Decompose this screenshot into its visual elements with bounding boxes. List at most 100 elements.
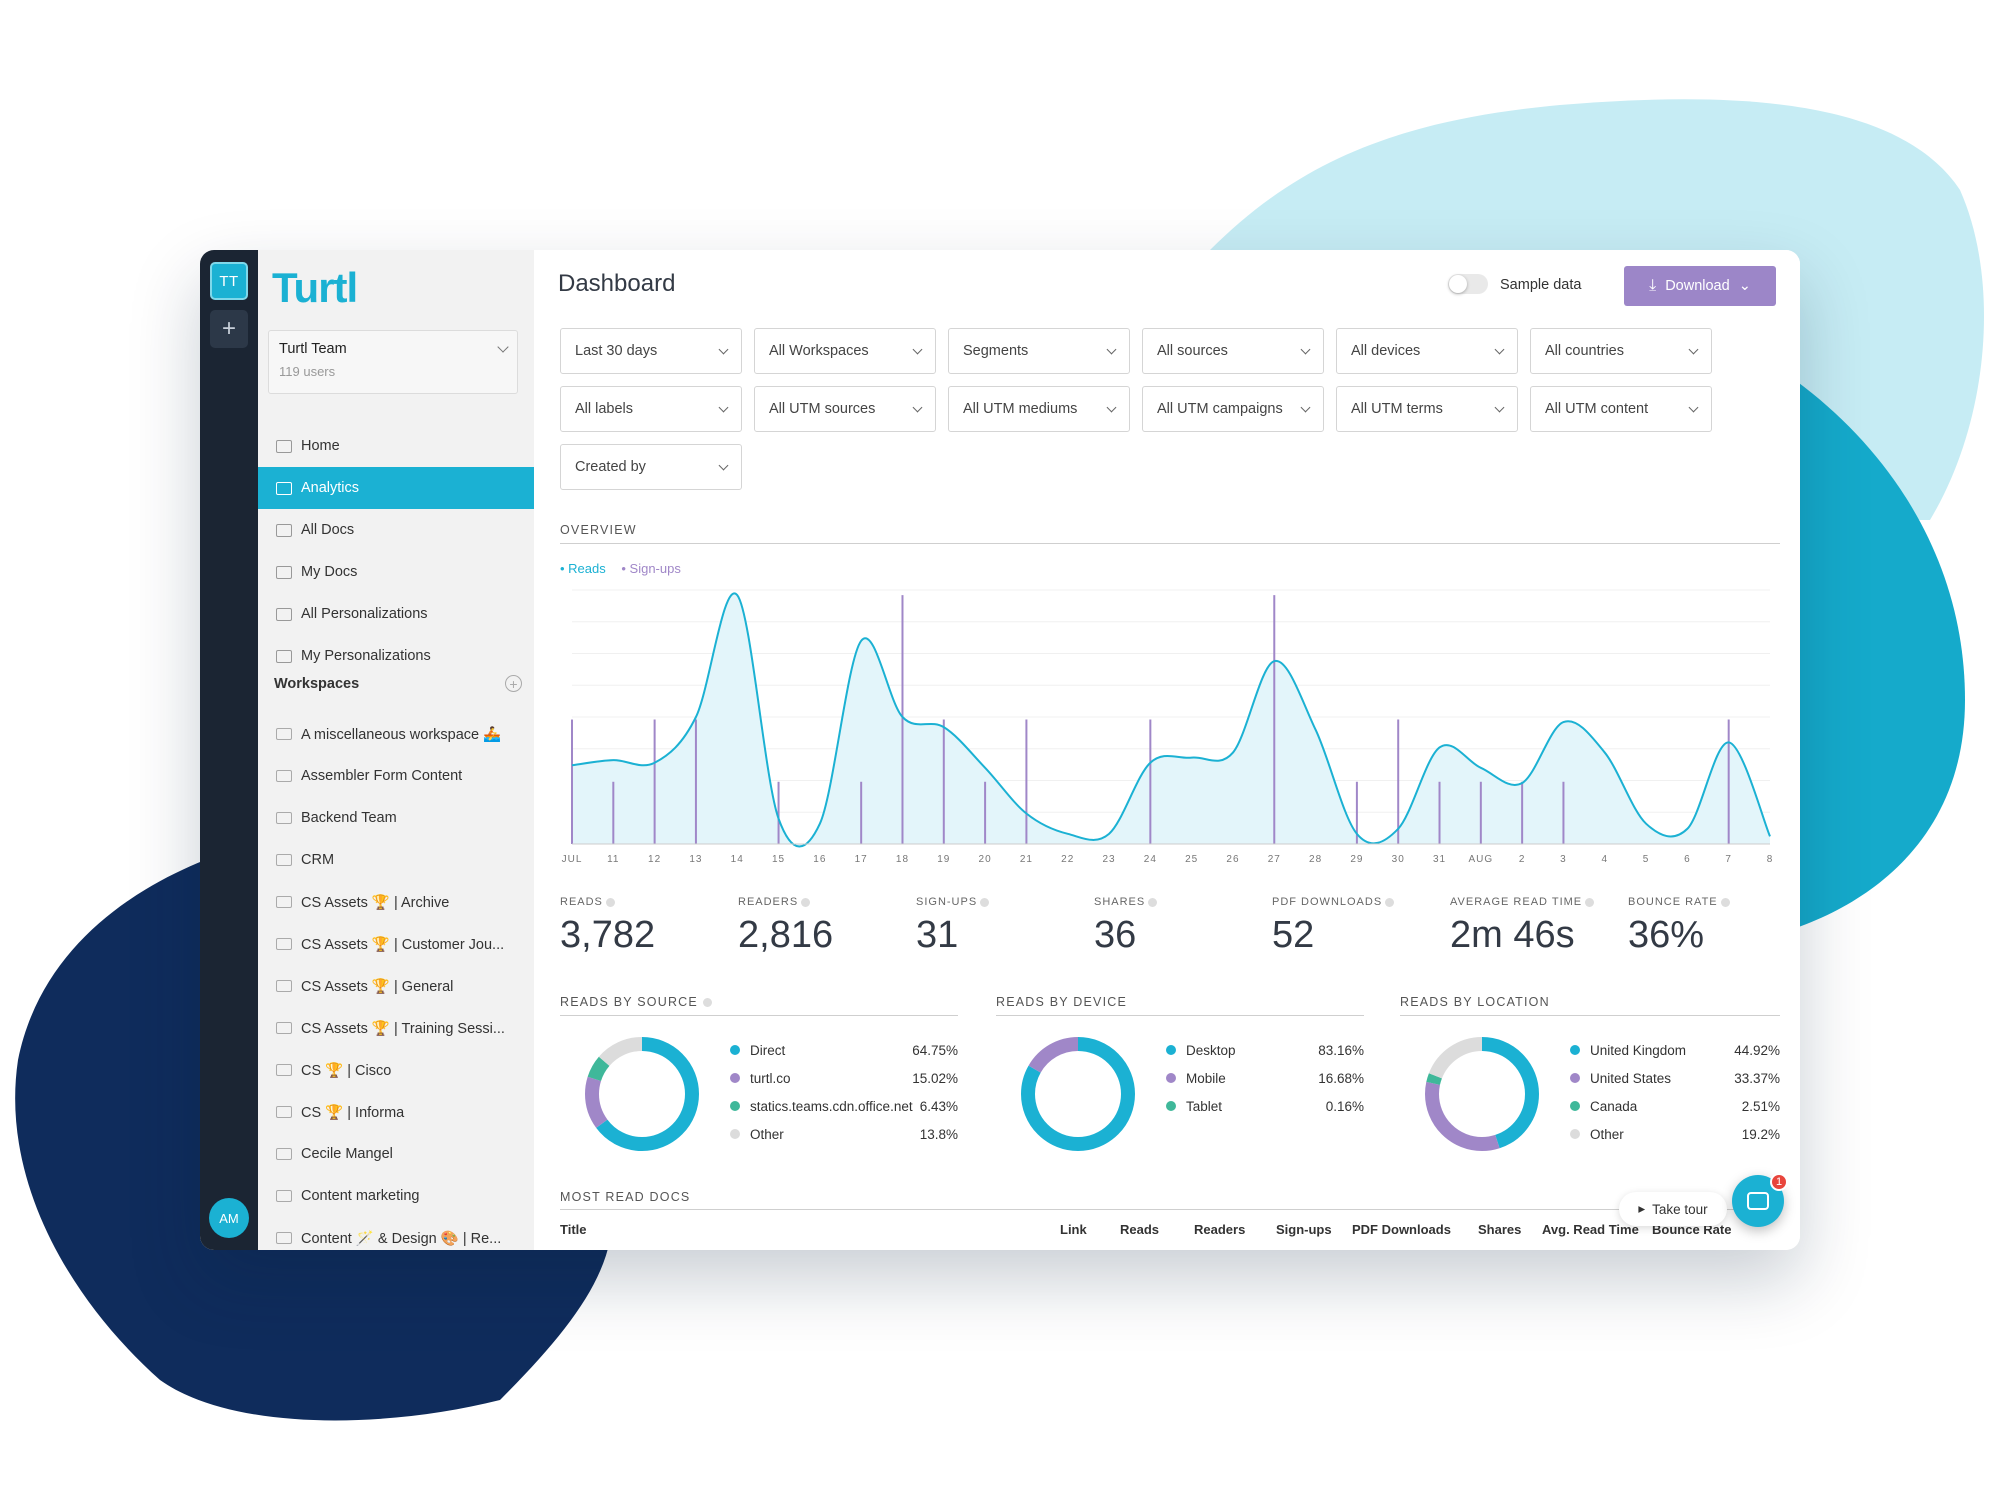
workspace-label: Assembler Form Content (301, 768, 463, 784)
legend-row[interactable]: Tablet 0.16% (1166, 1092, 1364, 1120)
workspace-item[interactable]: Assembler Form Content (258, 755, 534, 797)
filter-created-by[interactable]: Created by (560, 444, 742, 490)
legend-row[interactable]: United Kingdom 44.92% (1570, 1036, 1780, 1064)
legend-reads[interactable]: • Reads (560, 561, 606, 576)
workspace-item[interactable]: Cecile Mangel (258, 1133, 534, 1175)
sidebar-item-all-personalizations[interactable]: All Personalizations (258, 593, 534, 635)
legend-row[interactable]: Other 19.2% (1570, 1120, 1780, 1148)
legend-name: Direct (750, 1042, 786, 1058)
filter-all-devices[interactable]: All devices (1336, 328, 1518, 374)
legend-name: Other (1590, 1126, 1624, 1142)
workspace-label: A miscellaneous workspace 🚣 (301, 726, 502, 743)
help-icon[interactable] (1148, 897, 1158, 907)
filter-all-utm-terms[interactable]: All UTM terms (1336, 386, 1518, 432)
legend-row[interactable]: Direct 64.75% (730, 1036, 958, 1064)
filter-all-sources[interactable]: All sources (1142, 328, 1324, 374)
add-workspace-icon[interactable]: + (505, 675, 522, 692)
donut-slice-turtl-co[interactable] (585, 1037, 699, 1151)
column-title[interactable]: Title (560, 1222, 587, 1237)
reads-area (572, 593, 1770, 847)
filter-last-30-days[interactable]: Last 30 days (560, 328, 742, 374)
workspace-rail: TT + AM (200, 250, 258, 1250)
help-icon[interactable] (980, 897, 990, 907)
sidebar-item-all-docs[interactable]: All Docs (258, 509, 534, 551)
filter-all-utm-mediums[interactable]: All UTM mediums (948, 386, 1130, 432)
donut-slice-mobile[interactable] (1021, 1037, 1135, 1151)
add-team-button[interactable]: + (210, 310, 248, 348)
workspace-item[interactable]: Content marketing (258, 1175, 534, 1217)
help-icon[interactable] (1385, 897, 1395, 907)
column-sign-ups[interactable]: Sign-ups (1276, 1222, 1332, 1237)
legend-row[interactable]: Desktop 83.16% (1166, 1036, 1364, 1064)
workspace-item[interactable]: CS Assets 🏆 | Archive (258, 881, 534, 923)
legend-row[interactable]: Mobile 16.68% (1166, 1064, 1364, 1092)
help-icon[interactable] (702, 998, 712, 1008)
column-avg-read-time[interactable]: Avg. Read Time (1542, 1222, 1639, 1237)
help-icon[interactable] (801, 897, 811, 907)
legend-row[interactable]: statics.teams.cdn.office.net 6.43% (730, 1092, 958, 1120)
column-reads[interactable]: Reads (1120, 1222, 1160, 1237)
filter-all-utm-content[interactable]: All UTM content (1530, 386, 1712, 432)
workspace-label: CRM (301, 852, 335, 868)
sidebar-item-my-docs[interactable]: My Docs (258, 551, 534, 593)
sidebar-item-home[interactable]: Home (258, 425, 534, 467)
chart-legend: • Reads • Sign-ups (560, 561, 693, 576)
sample-data-toggle[interactable] (1448, 274, 1488, 294)
workspace-item[interactable]: CS Assets 🏆 | Training Sessi... (258, 1007, 534, 1049)
x-tick-label: 19 (937, 854, 950, 865)
sidebar-item-my-personalizations[interactable]: My Personalizations (258, 635, 534, 677)
workspace-item[interactable]: A miscellaneous workspace 🚣 (258, 713, 534, 755)
legend-row[interactable]: Other 13.8% (730, 1120, 958, 1148)
workspace-item[interactable]: CS Assets 🏆 | General (258, 965, 534, 1007)
donut-slice-other[interactable] (585, 1037, 699, 1151)
workspace-item[interactable]: CS Assets 🏆 | Customer Jou... (258, 923, 534, 965)
stat-value: 52 (1272, 914, 1315, 956)
team-selector[interactable]: Turtl Team 119 users (268, 330, 518, 394)
column-readers[interactable]: Readers (1194, 1222, 1246, 1237)
x-tick-label: 29 (1350, 854, 1363, 865)
legend-row[interactable]: Canada 2.51% (1570, 1092, 1780, 1120)
turtl-logo[interactable]: Turtl (272, 264, 358, 311)
legend-row[interactable]: United States 33.37% (1570, 1064, 1780, 1092)
sidebar-nav: Home Analytics All Docs My Docs All Personal… (258, 425, 534, 677)
sidebar-item-analytics[interactable]: Analytics (258, 467, 534, 509)
column-shares[interactable]: Shares (1478, 1222, 1522, 1237)
column-pdf-downloads[interactable]: PDF Downloads (1352, 1222, 1451, 1237)
workspace-item[interactable]: CRM (258, 839, 534, 881)
sidebar-item-label: All Personalizations (301, 606, 428, 622)
filter-all-labels[interactable]: All labels (560, 386, 742, 432)
take-tour-button[interactable]: ▸ Take tour (1619, 1192, 1727, 1226)
legend-dot (1570, 1129, 1580, 1139)
workspace-item[interactable]: CS 🏆 | Informa (258, 1091, 534, 1133)
x-tick-label: 2 (1519, 854, 1526, 865)
user-avatar[interactable]: AM (209, 1198, 249, 1238)
x-tick-label: JUL (562, 854, 583, 865)
stat-average-read-time: AVERAGE READ TIME 2m 46s (1450, 896, 1595, 957)
filter-all-utm-campaigns[interactable]: All UTM campaigns (1142, 386, 1324, 432)
help-icon[interactable] (1585, 897, 1595, 907)
help-icon[interactable] (1720, 897, 1730, 907)
filter-all-utm-sources[interactable]: All UTM sources (754, 386, 936, 432)
workspace-item[interactable]: Content 🪄 & Design 🎨 | Re... (258, 1217, 534, 1250)
legend-name: Other (750, 1126, 784, 1142)
legend-percent: 83.16% (1318, 1042, 1364, 1058)
download-button[interactable]: ⤓ Download ⌄ (1624, 266, 1776, 306)
reads-line[interactable] (571, 592, 1771, 848)
legend-signups[interactable]: • Sign-ups (621, 561, 681, 576)
filter-all-countries[interactable]: All countries (1530, 328, 1712, 374)
chat-button[interactable]: 1 (1732, 1173, 1788, 1227)
workspace-item[interactable]: CS 🏆 | Cisco (258, 1049, 534, 1091)
breakdown-donut (1425, 1037, 1539, 1151)
legend-row[interactable]: turtl.co 15.02% (730, 1064, 958, 1092)
team-switcher-button[interactable]: TT (210, 262, 248, 300)
donut-slice-other[interactable] (1425, 1037, 1539, 1151)
filter-value: All labels (575, 401, 634, 417)
legend-percent: 15.02% (912, 1070, 958, 1086)
x-tick-label: 25 (1185, 854, 1198, 865)
filter-all-workspaces[interactable]: All Workspaces (754, 328, 936, 374)
workspace-item[interactable]: Backend Team (258, 797, 534, 839)
filter-segments[interactable]: Segments (948, 328, 1130, 374)
column-link[interactable]: Link (1060, 1222, 1087, 1237)
donut-slice-united-states[interactable] (1425, 1037, 1539, 1151)
help-icon[interactable] (605, 897, 615, 907)
